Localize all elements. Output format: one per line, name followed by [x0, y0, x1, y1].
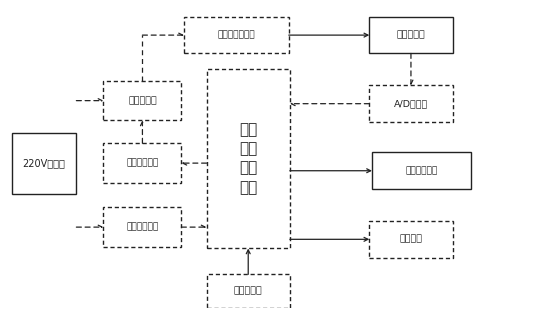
Bar [369, 86, 453, 122]
Bar [104, 143, 181, 183]
Text: A/D转换器: A/D转换器 [394, 99, 428, 108]
Text: 过零检测电路: 过零检测电路 [126, 223, 158, 232]
Text: 温度传感器: 温度传感器 [397, 30, 425, 39]
Text: 键盘电路: 键盘电路 [399, 235, 423, 244]
Bar [184, 17, 289, 53]
Text: 温度显示模块: 温度显示模块 [406, 166, 438, 175]
Bar [207, 69, 290, 248]
Text: 微波化学反应器: 微波化学反应器 [218, 30, 255, 39]
Text: 微处
理器
控制
模块: 微处 理器 控制 模块 [239, 122, 258, 195]
Text: 220V交流电: 220V交流电 [22, 158, 66, 168]
Bar [207, 274, 290, 308]
Text: 双向可控硅: 双向可控硅 [128, 96, 157, 105]
Text: 看门狗电路: 看门狗电路 [234, 287, 262, 296]
Bar [369, 221, 453, 258]
Bar [12, 133, 76, 193]
Bar [104, 81, 181, 120]
Bar [104, 207, 181, 247]
Bar [369, 17, 453, 53]
Bar [372, 152, 471, 189]
Text: 过零触发芯片: 过零触发芯片 [126, 159, 158, 168]
